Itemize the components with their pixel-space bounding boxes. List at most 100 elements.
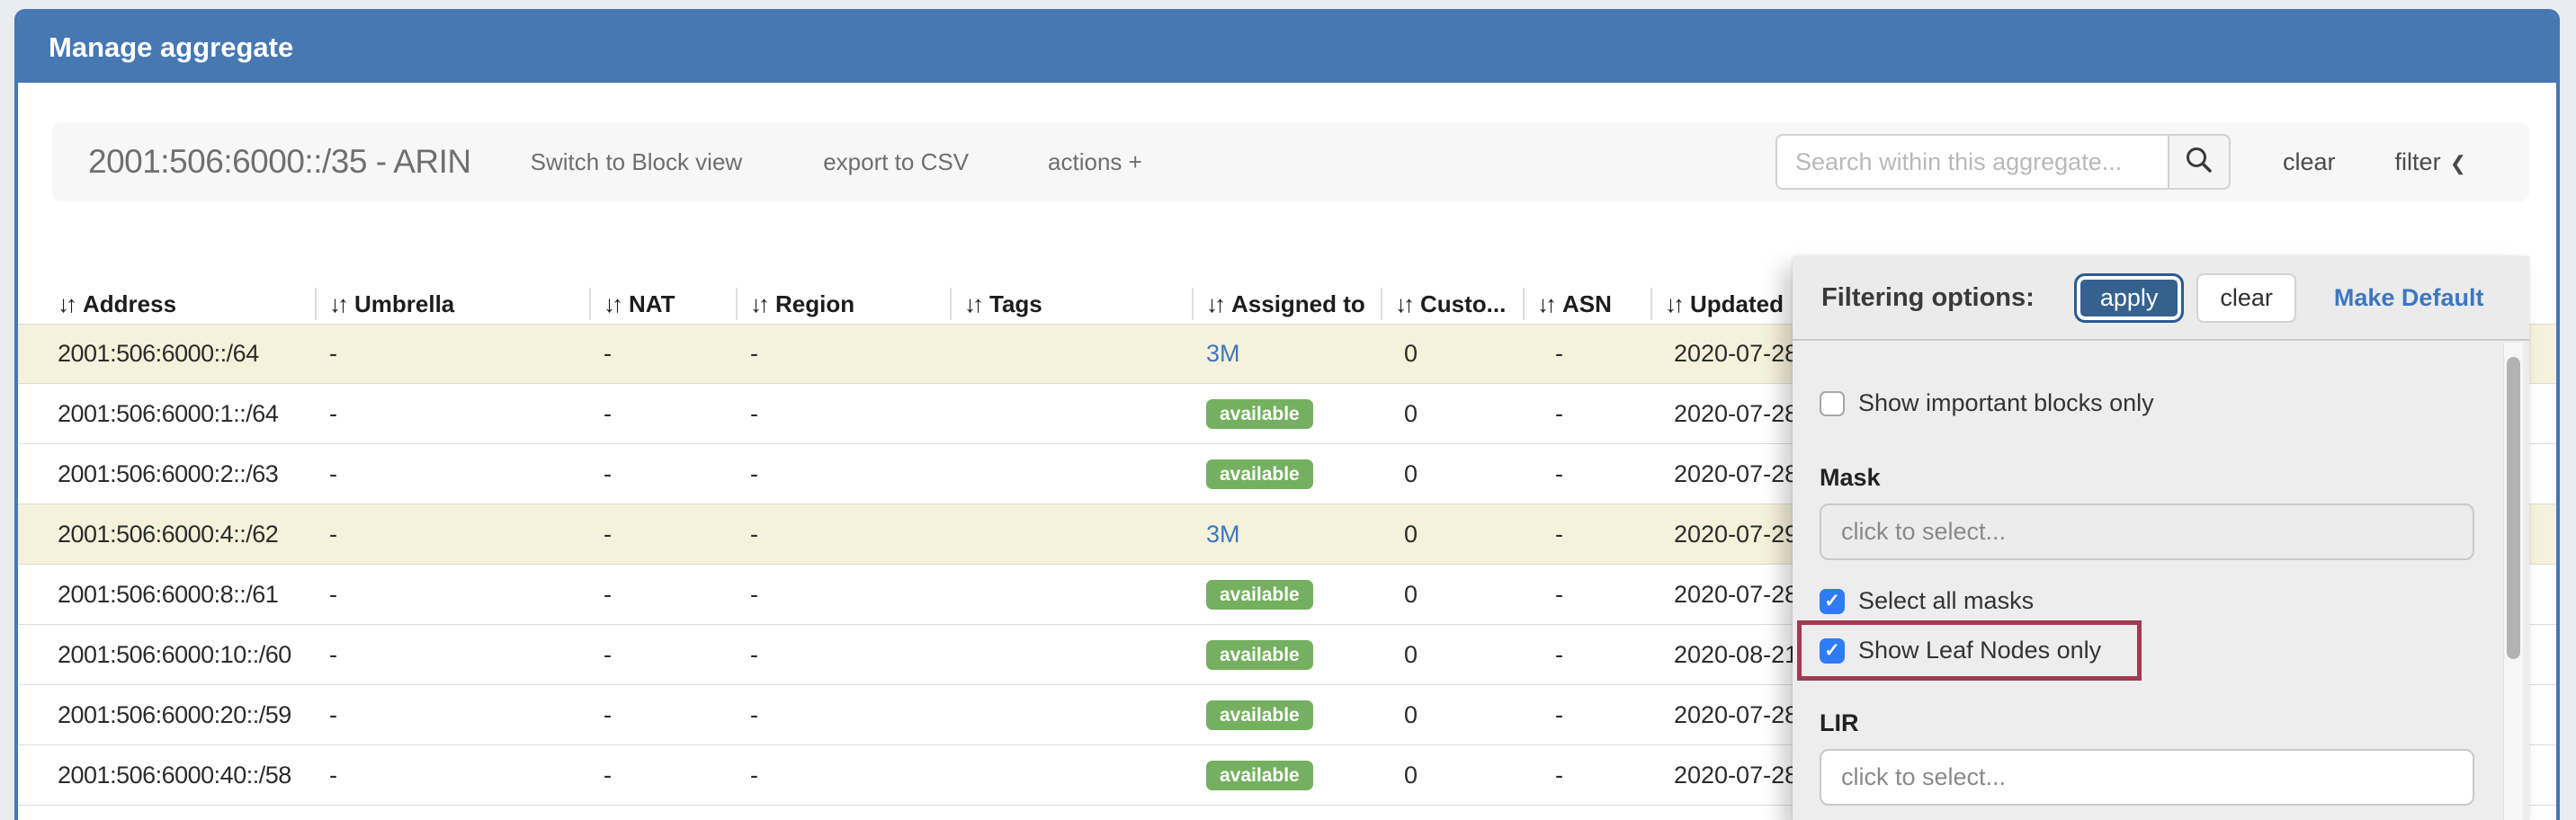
cell-address: 2001:506:6000:1::/64 [58,399,279,427]
sort-icon: ↓↑ [1537,290,1557,317]
cell-asn: - [1555,580,1563,608]
column-header-address[interactable]: ↓↑ Address [18,288,315,320]
cell-umbrella: - [329,520,337,548]
filter-toggle-link[interactable]: filter ❮ [2395,148,2466,176]
select-all-masks-label: Select all masks [1858,587,2035,614]
cell-umbrella: - [329,459,337,487]
column-header-customer[interactable]: ↓↑ Custo... [1381,288,1523,320]
cell-address: 2001:506:6000:8::/61 [58,580,279,608]
select-all-masks-row: ✓ Select all masks [1820,587,2529,615]
cell-asn: - [1555,640,1563,668]
show-leaf-nodes-highlight-box: ✓ Show Leaf Nodes only [1797,620,2142,681]
select-all-masks-checkbox[interactable]: ✓ [1820,588,1845,614]
column-header-label: Region [775,290,855,317]
cell-address: 2001:506:6000:20::/59 [58,700,291,728]
cell-customers: 0 [1404,761,1418,789]
sort-icon: ↓↑ [1206,290,1226,317]
clear-search-link[interactable]: clear [2283,147,2336,175]
filter-panel-header: Filtering options: apply clear Make Defa… [1793,256,2529,341]
clear-filters-button[interactable]: clear [2196,272,2296,323]
cell-asn: - [1555,761,1563,789]
sort-icon: ↓↑ [58,290,77,317]
show-important-blocks-label: Show important blocks only [1858,389,2154,416]
cell-customers: 0 [1404,580,1418,608]
assigned-to-link[interactable]: 3M [1206,520,1240,548]
cell-assigned: available [1192,760,1381,790]
status-badge: available [1206,399,1313,429]
search-input[interactable] [1775,134,2170,190]
mask-section-heading: Mask [1820,464,1881,491]
window-title: Manage aggregate [49,31,294,63]
assigned-to-link[interactable]: 3M [1206,340,1240,367]
status-badge: available [1206,640,1313,670]
export-to-csv-link[interactable]: export to CSV [823,147,970,175]
cell-nat: - [604,580,612,608]
column-header-label: ASN [1562,290,1612,317]
apply-filters-button[interactable]: apply [2073,272,2185,323]
aggregate-title: 2001:506:6000::/35 - ARIN [88,143,471,180]
column-header-label: Umbrella [354,290,455,317]
lir-section-heading: LIR [1820,709,1859,736]
panel-scrollbar-thumb[interactable] [2507,357,2520,659]
column-header-umbrella[interactable]: ↓↑ Umbrella [315,288,589,320]
cell-assigned: 3M [1192,521,1381,548]
cell-nat: - [604,399,612,427]
column-header-tags[interactable]: ↓↑ Tags [950,288,1192,320]
cell-assigned: available [1192,398,1381,429]
status-badge: available [1206,459,1313,489]
show-important-blocks-checkbox[interactable] [1820,390,1845,416]
cell-asn: - [1555,340,1563,367]
column-header-asn[interactable]: ↓↑ ASN [1523,288,1650,320]
search-button[interactable] [2169,134,2232,190]
cell-umbrella: - [329,399,337,427]
cell-region: - [750,520,758,548]
actions-menu-link[interactable]: actions + [1048,147,1142,175]
cell-nat: - [604,520,612,548]
column-header-updated[interactable]: ↓↑ Updated [1650,288,2556,320]
cell-asn: - [1555,700,1563,728]
aggregate-toolbar: 2001:506:6000::/35 - ARIN Switch to Bloc… [52,122,2529,201]
show-important-blocks-row: Show important blocks only [1820,389,2529,417]
filter-panel-body: Show important blocks only Mask click to… [1793,389,2529,820]
cell-region: - [750,700,758,728]
column-header-label: Assigned to [1231,290,1365,317]
show-leaf-nodes-checkbox[interactable]: ✓ [1820,637,1845,664]
cell-address: 2001:506:6000:2::/63 [58,459,279,487]
column-header-nat[interactable]: ↓↑ NAT [589,288,736,320]
cell-umbrella: - [329,640,337,668]
column-header-label: NAT [629,290,675,317]
cell-customers: 0 [1404,520,1418,548]
column-header-label: Tags [989,290,1042,317]
make-default-link[interactable]: Make Default [2333,283,2484,311]
status-badge: available [1206,580,1313,610]
cell-address: 2001:506:6000:4::/62 [58,520,279,548]
cell-nat: - [604,640,612,668]
status-badge: available [1206,761,1313,790]
cell-assigned: available [1192,700,1381,730]
cell-customers: 0 [1404,459,1418,487]
cell-assigned: available [1192,459,1381,489]
mask-select-input[interactable]: click to select... [1820,504,2474,560]
cell-umbrella: - [329,340,337,367]
cell-asn: - [1555,399,1563,427]
table-header-row: ↓↑ Address ↓↑ Umbrella ↓↑ NAT ↓↑ Region ↓↑ Ta… [18,284,2556,324]
column-header-label: Custo... [1420,290,1507,317]
cell-address: 2001:506:6000:10::/60 [58,640,291,668]
column-header-label: Updated [1690,290,1784,317]
lir-select-input[interactable]: click to select... [1820,749,2474,806]
column-header-region[interactable]: ↓↑ Region [736,288,950,320]
cell-customers: 0 [1404,399,1418,427]
panel-scrollbar-track[interactable] [2503,343,2523,820]
switch-to-block-view-link[interactable]: Switch to Block view [530,147,743,175]
column-header-label: Address [83,290,177,317]
cell-region: - [750,580,758,608]
cell-umbrella: - [329,700,337,728]
chevron-left-icon: ❮ [2449,151,2466,174]
sort-icon: ↓↑ [1665,290,1685,317]
filter-panel-title: Filtering options: [1821,282,2035,312]
search-group [1775,134,2232,190]
cell-region: - [750,761,758,789]
cell-nat: - [604,700,612,728]
column-header-assigned-to[interactable]: ↓↑ Assigned to [1192,288,1381,320]
